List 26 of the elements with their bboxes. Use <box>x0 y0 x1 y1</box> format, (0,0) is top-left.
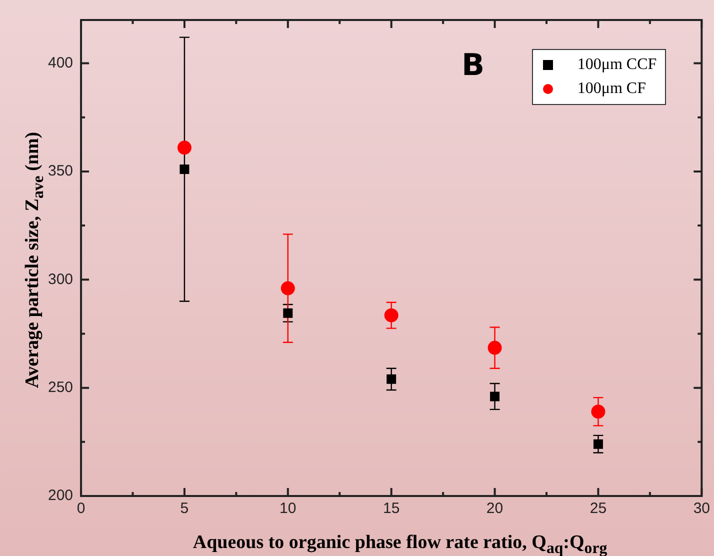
point <box>180 164 190 174</box>
x-tick-label: 0 <box>76 500 86 518</box>
point <box>591 404 606 419</box>
point <box>283 308 293 318</box>
y-tick-label: 200 <box>48 487 74 504</box>
y-tick-label: 350 <box>48 162 74 180</box>
y-tick-label: 400 <box>48 54 74 72</box>
point <box>488 340 502 355</box>
x-tick-label: 10 <box>280 500 296 518</box>
x-axis-title: Aqueous to organic phase flow rate ratio, Q$_{aq}$:Q$_{org}$ <box>192 532 608 556</box>
x-tick-label: 15 <box>383 500 400 518</box>
x-tick-label: 30 <box>693 500 710 518</box>
point <box>593 439 603 449</box>
annotation: B <box>462 48 485 83</box>
point <box>384 308 398 322</box>
point <box>386 374 396 384</box>
y-tick-label: 250 <box>48 378 74 396</box>
point <box>177 140 192 155</box>
x-tick-label: 25 <box>590 500 607 518</box>
point <box>280 281 295 296</box>
x-tick-label: 20 <box>486 500 504 518</box>
point <box>490 392 500 402</box>
legend-label: 100μm CF <box>577 80 646 98</box>
y-tick-label: 300 <box>48 270 74 288</box>
legend-label: 100μm CCF <box>577 56 657 74</box>
x-tick-label: 5 <box>180 500 189 518</box>
